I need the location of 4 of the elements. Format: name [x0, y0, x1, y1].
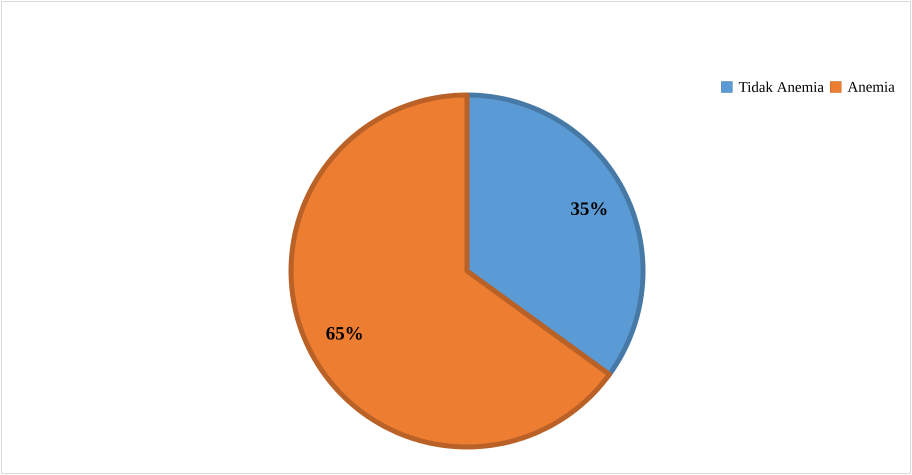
legend-label: Tidak Anemia	[738, 82, 824, 92]
data-label: 65%	[326, 326, 362, 340]
legend-label: Anemia	[848, 82, 895, 92]
data-label: 35%	[571, 202, 606, 216]
